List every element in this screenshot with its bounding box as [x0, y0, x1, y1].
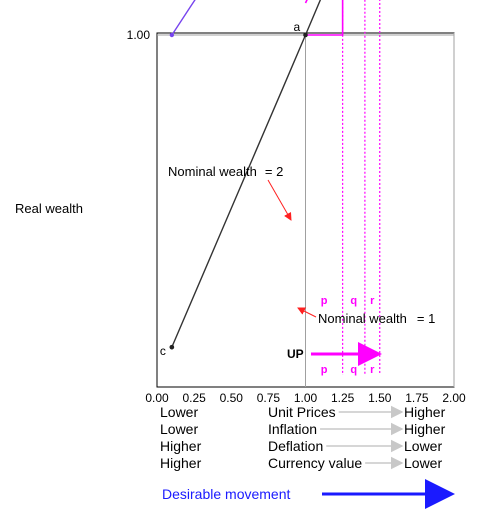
row-right: Lower	[404, 438, 442, 454]
segment-label-q: q	[350, 364, 357, 376]
y-tick-label: 1.00	[127, 28, 151, 42]
row-left: Higher	[160, 438, 202, 454]
x-tick-label: 1.00	[294, 391, 318, 405]
segment-label-q: q	[350, 295, 357, 307]
nominal-wealth-1-label: Nominal wealth = 1	[318, 311, 435, 326]
data-points: abcd	[160, 20, 308, 358]
upper-magenta-curve	[304, 0, 308, 4]
row-left: Lower	[160, 404, 198, 420]
row-middle: Currency value	[268, 455, 362, 471]
x-tick-labels: 0.00 0.25 0.50 0.75 1.00 1.25 1.50 1.75 2.00	[145, 391, 466, 405]
point-label-c: c	[160, 344, 166, 358]
segment-label-r: r	[370, 364, 375, 376]
segment-label-p: p	[321, 295, 328, 307]
magenta-steps	[304, 0, 381, 375]
x-tick-label: 1.75	[405, 391, 429, 405]
x-tick-label: 0.75	[257, 391, 281, 405]
x-tick-label: 0.25	[182, 391, 206, 405]
row-right: Lower	[404, 455, 442, 471]
point-label-a: a	[294, 20, 301, 34]
row-left: Lower	[160, 421, 198, 437]
y-tick-labels: 4.002.001.00	[127, 28, 151, 42]
series-line-0	[171, 0, 196, 36]
nominal-wealth-1-pointer	[297, 307, 317, 318]
x-tick-label: 1.50	[368, 391, 392, 405]
x-tick-label: 2.00	[442, 391, 466, 405]
desirable-movement-label: Desirable movement	[162, 486, 290, 502]
series-line-1	[171, 0, 322, 348]
nominal-wealth-2-label: Nominal wealth = 2	[168, 164, 283, 179]
row-middle: Inflation	[268, 421, 317, 437]
row-right: Higher	[404, 404, 446, 420]
point-a	[303, 32, 308, 38]
row-middle: Unit Prices	[268, 404, 336, 420]
x-tick-label: 0.00	[145, 391, 169, 405]
segment-label-p: p	[321, 364, 328, 376]
x-tick-label: 0.50	[220, 391, 244, 405]
row-right: Higher	[404, 421, 446, 437]
segment-label-r: r	[370, 295, 375, 307]
point-c	[169, 344, 175, 350]
segment-labels: p p q q r r	[321, 295, 375, 376]
y-axis-label: Real wealth	[15, 201, 83, 216]
grid	[157, 33, 455, 387]
nominal-wealth-2-pointer	[267, 179, 292, 221]
magenta-staircase	[305, 0, 344, 36]
series-start-dot-0	[169, 32, 175, 38]
x-tick-label: 1.25	[331, 391, 355, 405]
row-middle: Deflation	[268, 438, 323, 454]
row-left: Higher	[160, 455, 202, 471]
up-label: UP	[287, 347, 304, 361]
